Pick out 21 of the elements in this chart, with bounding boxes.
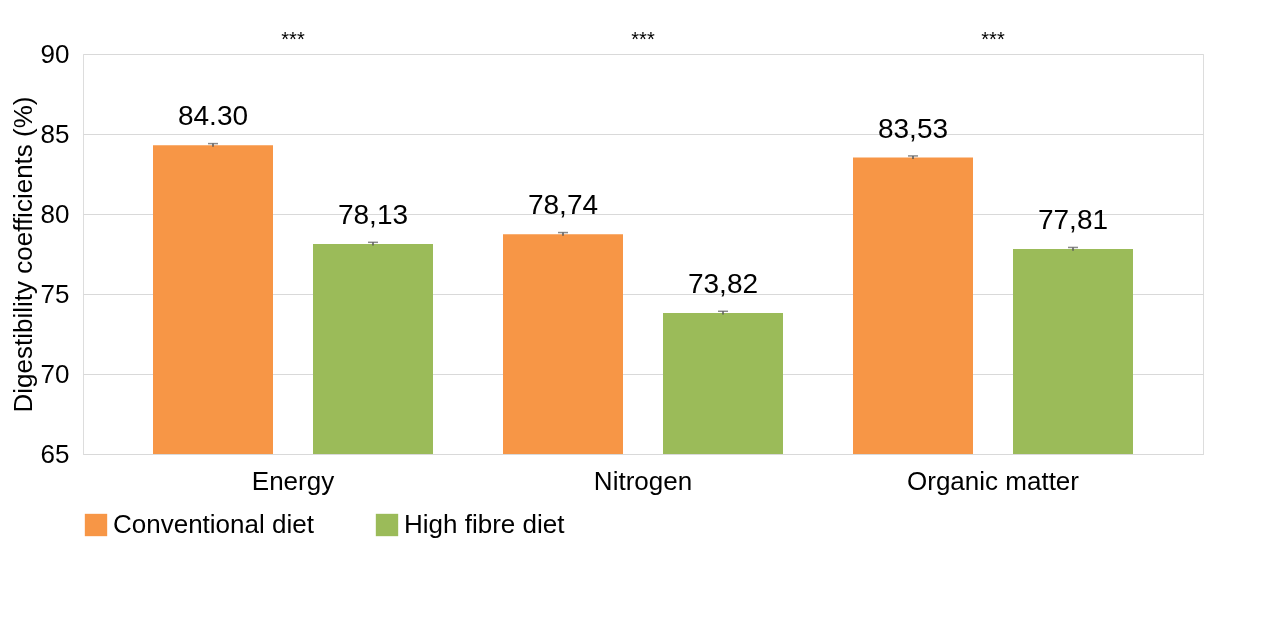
text: *** (981, 28, 1005, 50)
x-tick-label: Energy (251, 465, 335, 496)
legend-label: Conventional diet (113, 509, 315, 539)
y-tick-label: 75 (40, 278, 70, 309)
x-tick-label: Nitrogen (593, 465, 693, 496)
text: *** (281, 28, 305, 50)
y-tick-label: 90 (40, 38, 70, 69)
data-label: 83,53 (877, 112, 949, 144)
text: *** (631, 28, 655, 50)
data-label: 78,13 (337, 198, 409, 230)
x-tick-label: Organic matter (907, 465, 1080, 496)
data-label: 77,81 (1037, 204, 1109, 236)
y-tick-label: 80 (40, 198, 70, 229)
data-label: 84.30 (177, 100, 249, 132)
data-label: 73,82 (687, 267, 759, 299)
data-label: 78,74 (527, 189, 599, 221)
y-tick-label: 65 (40, 438, 70, 469)
y-tick-label: 70 (40, 358, 70, 389)
legend-label: High fibre diet (404, 509, 566, 539)
y-tick-label: 85 (40, 118, 70, 149)
y-axis-title: Digestibility coefficients (%) (7, 96, 38, 413)
